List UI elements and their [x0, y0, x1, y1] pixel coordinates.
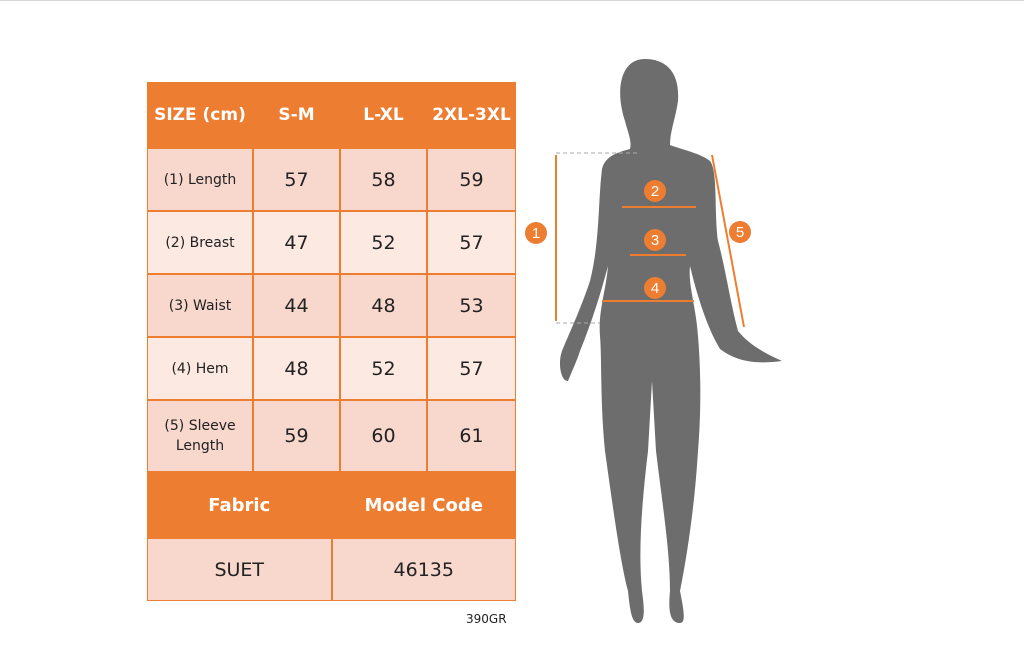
silhouette — [560, 59, 782, 623]
header-cell: SIZE (cm) — [147, 82, 253, 148]
header-cell: S-M — [253, 82, 340, 148]
value-cell: 57 — [253, 148, 340, 211]
value-cell: 52 — [340, 337, 427, 400]
value-cell: 57 — [427, 337, 516, 400]
value-cell: 58 — [340, 148, 427, 211]
table-header: SIZE (cm) S-M L-XL 2XL-3XL — [147, 82, 516, 148]
model-code-value: 46135 — [331, 538, 516, 601]
model-code-header: Model Code — [331, 472, 516, 538]
row-label: (2) Breast — [147, 211, 253, 274]
header-cell: L-XL — [340, 82, 427, 148]
marker-2: 2 — [651, 183, 659, 200]
table-row: (3) Waist 44 48 53 — [147, 274, 516, 337]
table-row: (4) Hem 48 52 57 — [147, 337, 516, 400]
row-label: (5) Sleeve Length — [147, 400, 253, 472]
value-cell: 59 — [427, 148, 516, 211]
table-row: (1) Length 57 58 59 — [147, 148, 516, 211]
value-cell: 47 — [253, 211, 340, 274]
body-silhouette-figure: 1 2 3 4 5 — [525, 59, 782, 623]
row-label: (3) Waist — [147, 274, 253, 337]
value-cell: 60 — [340, 400, 427, 472]
table-row: (5) Sleeve Length 59 60 61 — [147, 400, 516, 472]
sleeve-arrow — [711, 154, 745, 328]
footer-header: Fabric Model Code — [147, 472, 516, 538]
value-cell: 57 — [427, 211, 516, 274]
value-cell: 59 — [253, 400, 340, 472]
marker-3: 3 — [651, 232, 659, 249]
value-cell: 61 — [427, 400, 516, 472]
value-cell: 52 — [340, 211, 427, 274]
marker-1: 1 — [532, 225, 540, 242]
fabric-header: Fabric — [147, 472, 332, 538]
value-cell: 48 — [340, 274, 427, 337]
size-chart-table: SIZE (cm) S-M L-XL 2XL-3XL (1) Length 57 5… — [147, 82, 516, 601]
footer-values: SUET 46135 — [147, 538, 516, 601]
row-label: (4) Hem — [147, 337, 253, 400]
weight-note: 390GR — [466, 612, 507, 626]
value-cell: 53 — [427, 274, 516, 337]
value-cell: 44 — [253, 274, 340, 337]
fabric-value: SUET — [147, 538, 332, 601]
marker-5: 5 — [736, 224, 744, 241]
marker-4: 4 — [651, 280, 659, 297]
value-cell: 48 — [253, 337, 340, 400]
header-cell: 2XL-3XL — [427, 82, 516, 148]
row-label: (1) Length — [147, 148, 253, 211]
table-row: (2) Breast 47 52 57 — [147, 211, 516, 274]
